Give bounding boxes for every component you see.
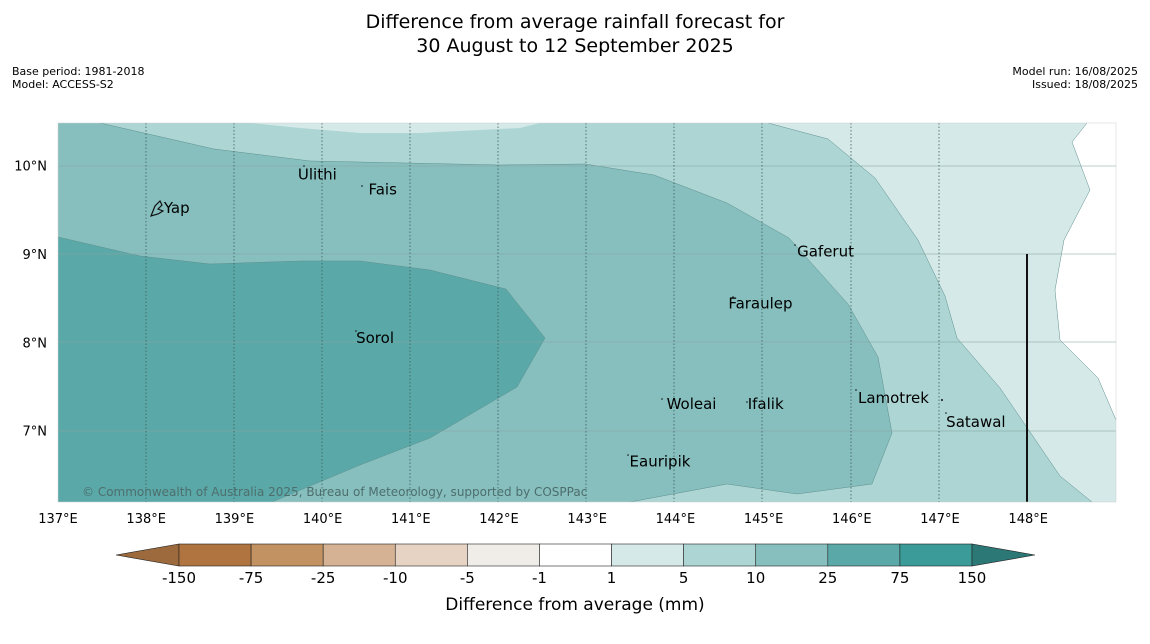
colorbar-extend-high — [971, 543, 1036, 567]
colorbar-tick-label: 150 — [958, 569, 987, 587]
colorbar-box — [611, 543, 684, 567]
longitude-gridlines — [145, 123, 940, 502]
meta-right: Model run: 16/08/2025 Issued: 18/08/2025 — [1012, 65, 1138, 91]
island-dots — [303, 165, 947, 456]
place-label: Sorol — [356, 329, 394, 347]
title-line-1: Difference from average rainfall forecas… — [365, 11, 785, 33]
colorbar-box — [467, 543, 540, 567]
longitude-label: 138°E — [126, 512, 166, 527]
colorbar-box — [394, 543, 468, 567]
place-label: Fais — [368, 181, 397, 199]
colorbar: -150 -75 -25 -10 -5 -1 1 5 10 25 75 150 — [115, 543, 1036, 587]
meta-left: Base period: 1981-2018 Model: ACCESS-S2 — [12, 65, 144, 91]
colorbar-tick-label: -5 — [460, 569, 475, 587]
longitude-label: 145°E — [744, 512, 784, 527]
anomaly-band-25-75 — [58, 237, 545, 502]
place-label: Woleai — [667, 395, 717, 413]
longitude-label: 143°E — [567, 512, 607, 527]
colorbar-box — [683, 543, 757, 567]
place-label: Yap — [163, 199, 190, 217]
colorbar-box — [827, 543, 901, 567]
colorbar-tick-label: 5 — [679, 569, 689, 587]
longitude-label: 144°E — [656, 512, 696, 527]
longitude-labels: 137°E 138°E 139°E 140°E 141°E 142°E 143°E 144°E… — [38, 512, 1048, 527]
place-label: Faraulep — [728, 294, 792, 312]
colorbar-box — [755, 543, 829, 567]
colorbar-tick-label: 1 — [607, 569, 617, 587]
place-label: Satawal — [946, 413, 1005, 431]
title-line-2: 30 August to 12 September 2025 — [416, 35, 734, 57]
place-label: Lamotrek — [858, 389, 929, 407]
place-label: Gaferut — [797, 242, 854, 260]
place-labels: Yap Ulithi Fais Gaferut Faraulep Sorol Lamotre… — [163, 166, 1006, 471]
map-frame — [57, 122, 1117, 503]
latitude-label: 10°N — [14, 160, 47, 175]
longitude-label: 147°E — [920, 512, 960, 527]
anomaly-band-1-5-east — [768, 123, 1116, 502]
longitude-label: 137°E — [38, 512, 78, 527]
colorbar-box — [178, 543, 252, 567]
colorbar-extend-low — [115, 543, 180, 567]
colorbar-box — [322, 543, 396, 567]
latitude-label: 9°N — [23, 248, 48, 263]
map-title: Difference from average rainfall forecas… — [0, 10, 1150, 58]
colorbar-tick-label: -150 — [162, 569, 196, 587]
colorbar-box — [250, 543, 324, 567]
longitude-label: 148°E — [1008, 512, 1048, 527]
colorbar-tick-label: -75 — [239, 569, 264, 587]
colorbar-tick-label: -25 — [311, 569, 336, 587]
model-name: Model: ACCESS-S2 — [12, 78, 114, 91]
longitude-label: 141°E — [391, 512, 431, 527]
colorbar-label: Difference from average (mm) — [445, 595, 704, 615]
latitude-label: 7°N — [23, 425, 48, 440]
anomaly-band-5-10-top — [58, 123, 1090, 502]
colorbar-box — [539, 543, 612, 567]
copyright-notice: © Commonwealth of Australia 2025, Bureau… — [82, 485, 587, 499]
anomaly-band-1-5-top — [250, 123, 540, 133]
yap-island-outline — [149, 199, 165, 217]
anomaly-band-neutral-east — [1055, 123, 1116, 420]
place-label: Ifalik — [748, 395, 784, 413]
latitude-label: 8°N — [23, 336, 48, 351]
longitude-label: 142°E — [479, 512, 519, 527]
colorbar-tick-label: 10 — [746, 569, 765, 587]
base-period: Base period: 1981-2018 — [12, 65, 145, 78]
colorbar-tick-label: 25 — [818, 569, 837, 587]
longitude-label: 146°E — [832, 512, 872, 527]
map-area: Yap Ulithi Fais Gaferut Faraulep Sorol Lamotre… — [58, 123, 1116, 502]
colorbar-tick-label: 75 — [890, 569, 909, 587]
issued-date: Issued: 18/08/2025 — [1031, 78, 1138, 91]
colorbar-tick-label: -10 — [383, 569, 408, 587]
place-label: Eauripik — [630, 453, 691, 471]
latitude-labels: 10°N 9°N 8°N 7°N — [14, 160, 47, 440]
colorbar-box — [899, 543, 973, 567]
longitude-label: 139°E — [215, 512, 255, 527]
colorbar-tick-label: -1 — [532, 569, 547, 587]
model-run: Model run: 16/08/2025 — [1012, 65, 1138, 78]
longitude-label: 140°E — [303, 512, 343, 527]
place-label: Ulithi — [298, 166, 337, 184]
contour-lines — [58, 123, 1116, 502]
